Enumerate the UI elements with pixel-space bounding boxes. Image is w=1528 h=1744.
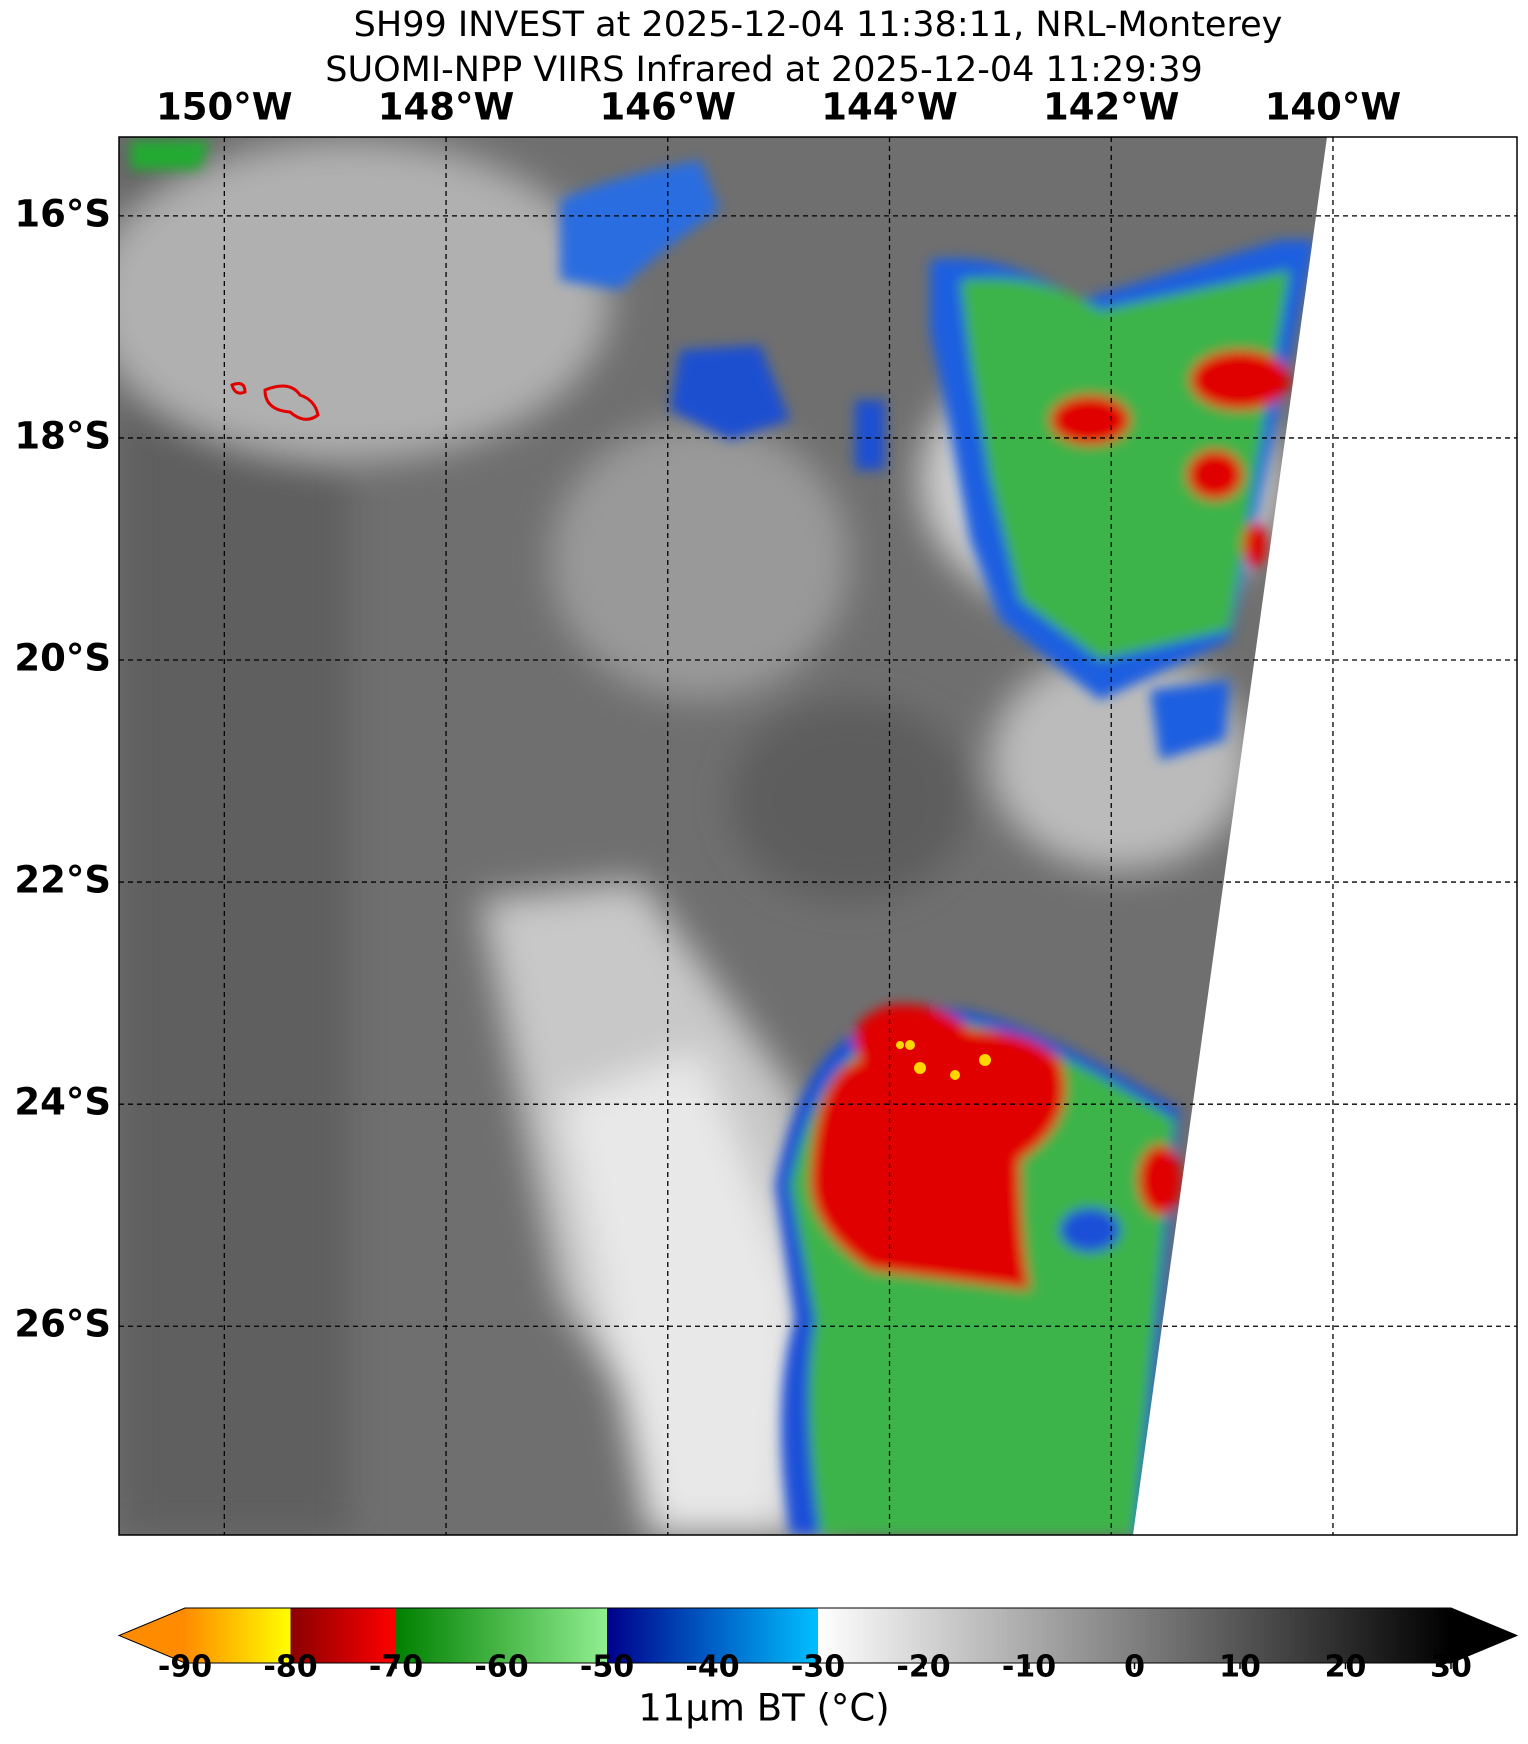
colorbar-tick-label: -70 [369, 1650, 423, 1685]
colorbar-tick-label: 20 [1325, 1650, 1367, 1685]
colorbar-tick-label: -40 [685, 1650, 739, 1685]
satellite-image [119, 137, 1517, 1535]
colorbar-extend [1451, 1608, 1517, 1663]
colorbar-tick-label: -90 [158, 1650, 212, 1685]
lon-label: 148°W [378, 86, 515, 129]
lat-label: 20°S [14, 637, 111, 680]
lat-label: 18°S [14, 414, 111, 457]
lon-label: 150°W [156, 86, 293, 129]
lat-label: 22°S [14, 859, 111, 902]
lat-label: 26°S [14, 1303, 111, 1346]
colorbar-tick-label: 30 [1430, 1650, 1472, 1685]
colorbar-segment [290, 1608, 396, 1663]
colorbar-tick-label: -20 [896, 1650, 950, 1685]
colorbar-label: 11μm BT (°C) [638, 1687, 889, 1730]
lat-label: 16°S [14, 192, 111, 235]
colorbar-segment [396, 1608, 607, 1663]
cold-cloud-tops [896, 1040, 991, 1080]
colorbar-segment [607, 1608, 818, 1663]
colorbar-segment [818, 1608, 1451, 1663]
title-line: SUOMI-NPP VIIRS Infrared at 2025-12-04 1… [325, 50, 1202, 90]
colorbar-tick-label: -10 [1002, 1650, 1056, 1685]
colorbar-tick-label: -60 [474, 1650, 528, 1685]
colorbar-extend [119, 1608, 185, 1663]
colorbar-tick-label: -50 [580, 1650, 634, 1685]
lon-label: 140°W [1265, 86, 1402, 129]
title-line: SH99 INVEST at 2025-12-04 11:38:11, NRL-… [354, 5, 1283, 45]
contours [230, 382, 320, 421]
colorbar-tick-label: -30 [791, 1650, 845, 1685]
map-frame [118, 136, 1518, 1536]
colorbar-tick-label: 0 [1124, 1650, 1145, 1685]
colorbar-tick-label: -80 [263, 1650, 317, 1685]
lon-label: 146°W [600, 86, 737, 129]
colorbar-tick-label: 10 [1219, 1650, 1261, 1685]
colorbar-segment [185, 1608, 291, 1663]
lat-label: 24°S [14, 1081, 111, 1124]
lon-label: 144°W [821, 86, 958, 129]
lon-label: 142°W [1043, 86, 1180, 129]
